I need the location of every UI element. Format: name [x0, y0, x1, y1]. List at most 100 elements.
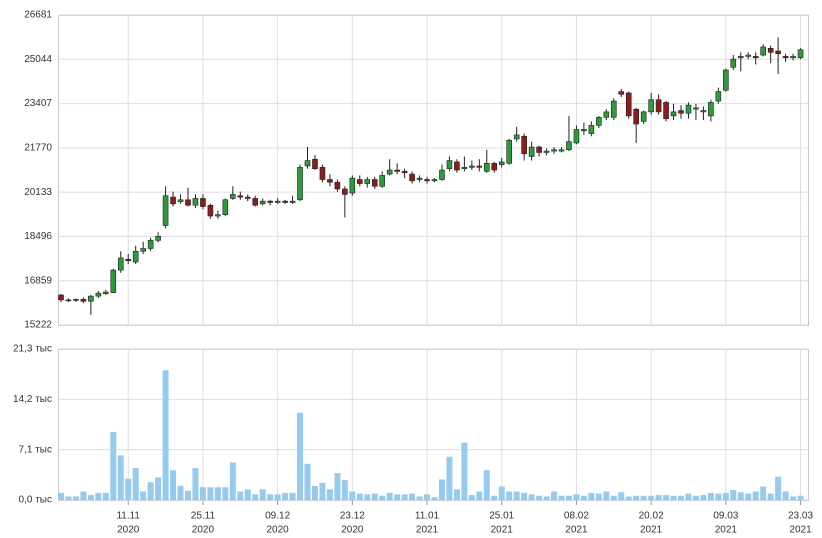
candle-body [797, 49, 804, 59]
candle-body [506, 139, 513, 164]
candle-body [73, 299, 79, 301]
candle-body [625, 92, 632, 117]
volume-bar [438, 479, 445, 500]
candle-body [192, 198, 199, 206]
volume-bar [371, 493, 378, 500]
x-tick-label: 08.02 [564, 511, 589, 522]
candle-body [536, 146, 542, 153]
x-tick-label: 2021 [491, 525, 514, 536]
volume-bar [341, 480, 348, 500]
volume-bar [95, 492, 102, 500]
candle-body [730, 58, 737, 68]
candle-body [200, 198, 206, 207]
candle-body [603, 111, 610, 118]
x-tick-label: 11.11 [116, 511, 140, 522]
candle-body [409, 173, 415, 182]
y-tick-label: 25044 [24, 54, 52, 65]
y-tick-label: 21770 [24, 142, 52, 153]
candle-body [394, 169, 400, 172]
volume-bar [349, 491, 356, 500]
candle-body [334, 181, 341, 190]
volume-bar [618, 492, 625, 500]
volume-bar [394, 494, 401, 500]
volume-bar [685, 493, 692, 500]
x-tick-label: 2021 [640, 525, 663, 536]
candle-body [416, 177, 423, 180]
volume-bar [58, 492, 64, 500]
volume-bar [326, 489, 333, 500]
candle-body [259, 200, 266, 205]
candle-body [737, 56, 744, 59]
volume-bar [506, 491, 513, 500]
candle-body [483, 162, 490, 172]
x-tick-label: 23.03 [788, 511, 813, 522]
candle-body [103, 291, 109, 294]
x-tick-label: 20.02 [639, 511, 664, 522]
volume-bar [737, 492, 744, 500]
candle-body [379, 175, 386, 187]
volume-bar [401, 494, 408, 500]
volume-bar [259, 489, 266, 500]
volume-bar [543, 496, 550, 500]
volume-bar [640, 495, 647, 500]
candle-body [573, 129, 580, 144]
volume-bar [722, 492, 729, 500]
x-tick-label: 25.11 [191, 511, 216, 522]
volume-bar [483, 470, 490, 500]
volume-bar [707, 492, 714, 500]
x-tick-label: 2020 [117, 525, 140, 536]
candle-body [566, 141, 572, 151]
candle-body [65, 299, 72, 302]
candle-body [767, 48, 774, 53]
volume-bar [521, 492, 528, 500]
candle-body [80, 299, 87, 302]
candle-body [610, 100, 617, 118]
x-tick-label: 09.12 [265, 511, 290, 522]
candle-body [289, 200, 296, 203]
volume-bar [379, 495, 386, 500]
volume-bar [199, 487, 206, 500]
candle-body [364, 179, 371, 184]
volume-bar [170, 470, 177, 500]
candle-body [117, 257, 124, 271]
x-tick-label: 2021 [416, 525, 439, 536]
volume-bar [424, 494, 431, 500]
volume-bar [558, 495, 565, 500]
candle-body [648, 99, 654, 113]
volume-bar [222, 487, 229, 500]
volume-bar [551, 491, 558, 500]
volume-bar [610, 495, 617, 500]
volume-bar [446, 456, 453, 500]
volume-bar [147, 482, 154, 500]
candle-body [177, 199, 184, 202]
volume-bar [745, 493, 752, 500]
candle-body [274, 200, 281, 203]
volume-bar [140, 491, 147, 500]
volume-bar [65, 496, 72, 500]
x-tick-label: 2020 [267, 525, 290, 536]
volume-bar [192, 468, 199, 500]
x-tick-label: 25.01 [489, 511, 514, 522]
volume-bar [536, 495, 543, 500]
volume-bar [730, 490, 737, 500]
x-tick-label: 2021 [715, 525, 738, 536]
volume-bar [80, 491, 87, 500]
candle-body [342, 188, 348, 195]
volume-bar [177, 485, 184, 500]
volume-bar [603, 491, 610, 500]
candle-body [401, 171, 408, 174]
y-tick-label: 7,1 тыс [19, 444, 52, 455]
volume-bar [311, 485, 318, 500]
volume-bar [184, 490, 191, 500]
candle-body [723, 69, 729, 91]
volume-bar [633, 495, 640, 500]
candle-body [670, 111, 677, 117]
candle-body [125, 259, 132, 261]
candle-body [319, 167, 326, 180]
candle-body [110, 269, 117, 293]
candle-body [237, 195, 244, 198]
volume-bar [289, 492, 296, 500]
candle-body [700, 110, 707, 113]
volume-bar [782, 491, 789, 500]
volume-bar [214, 487, 221, 500]
